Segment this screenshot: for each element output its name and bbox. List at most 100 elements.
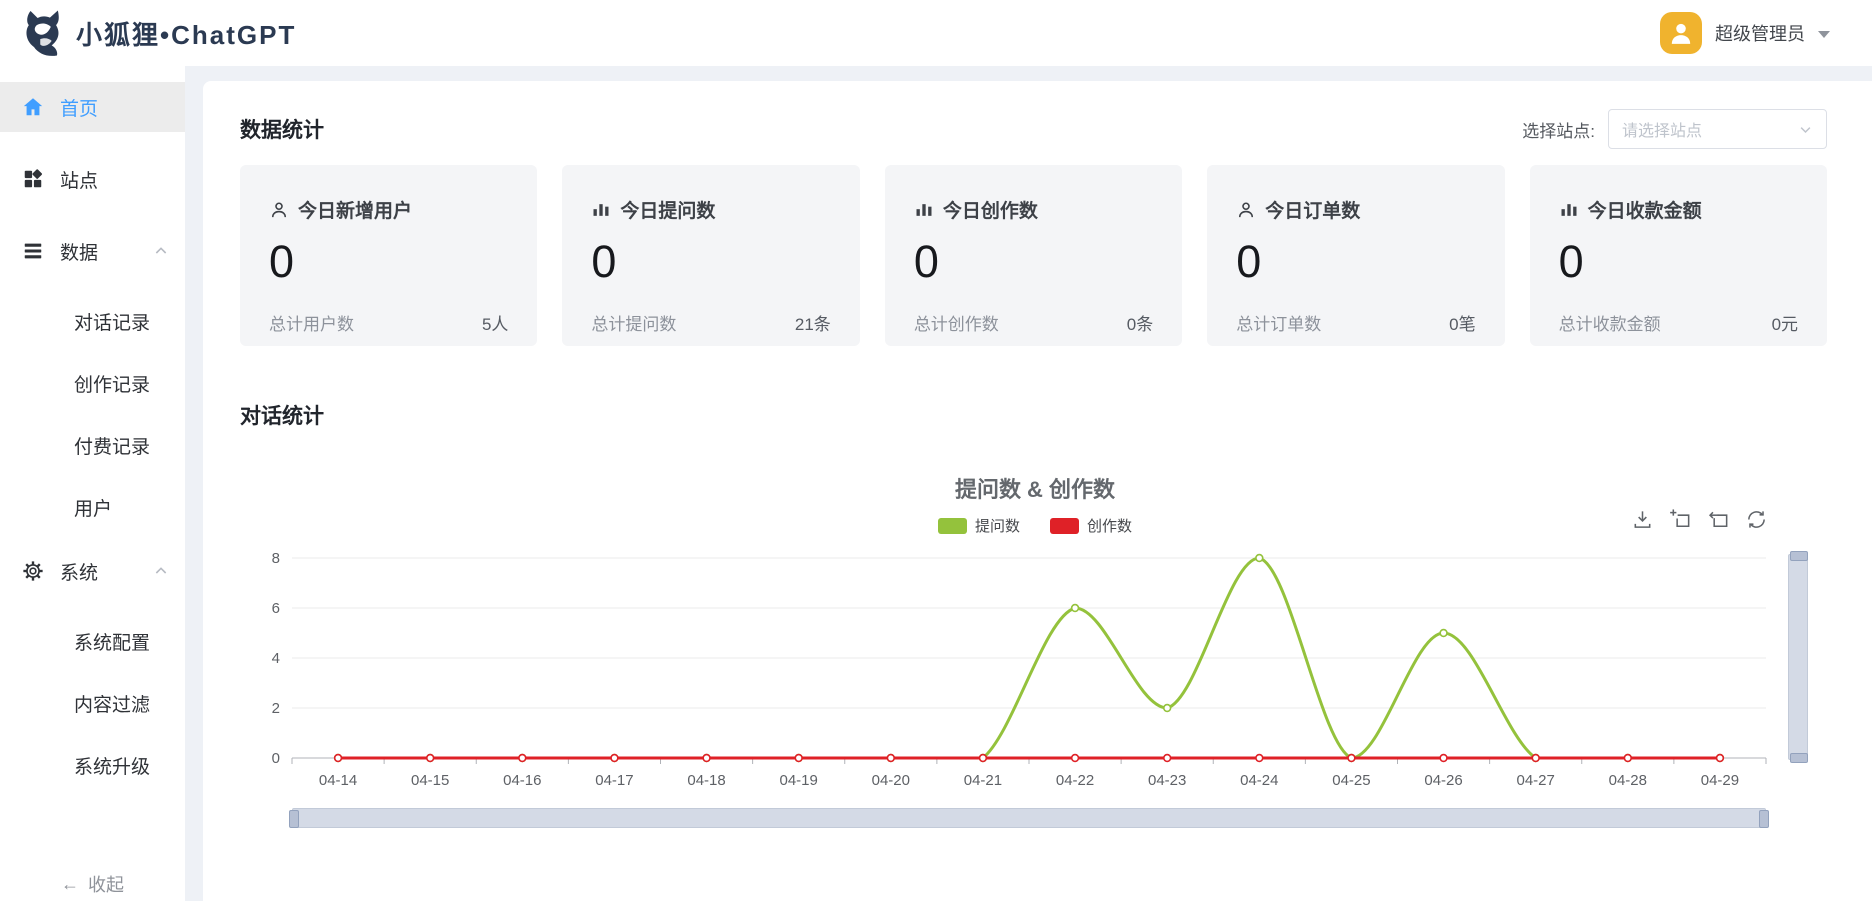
arrow-left-icon: ← <box>61 873 79 894</box>
chart-area: 0 2 4 6 8 04-14 04-15 04-16 04-17 04-18 04-19 04-20… <box>240 546 1830 846</box>
bar-chart-icon <box>593 203 609 216</box>
svg-text:2: 2 <box>272 700 280 717</box>
sidebar-item-content-filter[interactable]: 内容过滤 <box>74 695 151 716</box>
chart-header: 提问数 & 创作数 提问数 创作数 <box>240 472 1830 536</box>
svg-text:04-24: 04-24 <box>1240 772 1278 789</box>
card-value: 0 <box>1236 236 1262 287</box>
legend-label: 创作数 <box>1087 518 1133 535</box>
svg-text:04-14: 04-14 <box>319 772 357 789</box>
svg-text:04-25: 04-25 <box>1332 772 1370 789</box>
bar-chart-icon <box>1561 203 1577 216</box>
stats-section-title: 数据统计 <box>240 119 324 142</box>
sidebar-item-sites[interactable]: 站点 <box>0 154 185 204</box>
sidebar-collapse-button[interactable]: ← 收起 <box>0 871 185 897</box>
bar-chart-icon <box>916 203 932 216</box>
card-footer-label: 总计订单数 <box>1236 315 1322 334</box>
sidebar-item-home[interactable]: 首页 <box>0 82 185 132</box>
svg-text:6: 6 <box>272 600 280 617</box>
svg-text:04-16: 04-16 <box>503 772 541 789</box>
stat-card-creations: 今日创作数 0 总计创作数 0条 <box>884 165 1183 346</box>
chart-legend: 提问数 创作数 <box>240 515 1830 536</box>
sidebar-group-label: 数据 <box>60 242 99 264</box>
stat-card-orders: 今日订单数 0 总计订单数 0笔 <box>1207 165 1505 346</box>
card-footer-value: 0元 <box>1771 315 1799 334</box>
card-footer-value: 5人 <box>481 315 509 334</box>
fox-icon <box>20 10 64 56</box>
sidebar-group-data[interactable]: 数据 <box>0 226 185 276</box>
svg-text:04-27: 04-27 <box>1517 772 1555 789</box>
card-footer-label: 总计收款金额 <box>1558 315 1661 334</box>
zoom-reset-icon[interactable] <box>1707 508 1730 531</box>
sidebar-item-system-config[interactable]: 系统配置 <box>74 633 151 654</box>
legend-item-questions[interactable]: 提问数 <box>937 515 1020 536</box>
svg-text:04-29: 04-29 <box>1701 772 1739 789</box>
person-icon <box>1671 23 1691 44</box>
card-footer-label: 总计用户数 <box>269 315 354 334</box>
card-value: 0 <box>913 236 939 287</box>
grid-icon <box>24 169 43 188</box>
card-footer-value: 0笔 <box>1449 315 1476 334</box>
site-select-dropdown[interactable]: 请选择站点 <box>1608 109 1827 149</box>
sidebar-item-label: 站点 <box>60 170 99 192</box>
legend-swatch-red <box>1050 517 1079 534</box>
site-select-placeholder: 请选择站点 <box>1622 123 1703 140</box>
card-value: 0 <box>269 236 295 287</box>
sidebar-item-payment-records[interactable]: 付费记录 <box>74 437 151 458</box>
chat-section-title: 对话统计 <box>240 405 324 428</box>
svg-text:04-21: 04-21 <box>964 772 1002 789</box>
person-icon <box>271 201 287 217</box>
card-value: 0 <box>1558 236 1584 287</box>
svg-text:04-15: 04-15 <box>411 772 449 789</box>
stat-card-revenue: 今日收款金额 0 总计收款金额 0元 <box>1529 165 1828 346</box>
sidebar-group-data-children: 对话记录 创作记录 付费记录 用户 <box>0 298 185 531</box>
list-icon <box>24 243 42 259</box>
restore-icon[interactable] <box>1745 508 1768 531</box>
svg-text:04-23: 04-23 <box>1148 772 1186 789</box>
svg-text:04-22: 04-22 <box>1056 772 1094 789</box>
sidebar-group-system[interactable]: 系统 <box>0 546 185 596</box>
card-value: 0 <box>591 236 617 287</box>
svg-text:0: 0 <box>272 750 280 767</box>
sidebar-item-creation-records[interactable]: 创作记录 <box>74 375 151 396</box>
stat-card-new-users: 今日新增用户 0 总计用户数 5人 <box>240 165 538 346</box>
site-select-label: 选择站点: <box>1522 121 1595 141</box>
chart-title: 提问数 & 创作数 <box>954 477 1116 502</box>
legend-swatch-green <box>937 517 967 534</box>
app-header: 小狐狸•ChatGPT 超级管理员 <box>0 0 1872 66</box>
datazoom-horizontal-slider[interactable] <box>289 808 1769 828</box>
zoom-select-icon[interactable] <box>1669 508 1692 531</box>
chart-toolbox <box>1631 508 1768 531</box>
svg-text:04-28: 04-28 <box>1609 772 1647 789</box>
card-title: 今日新增用户 <box>298 201 413 222</box>
card-footer-value: 21条 <box>794 315 831 334</box>
collapse-label: 收起 <box>88 875 124 895</box>
sidebar-item-users[interactable]: 用户 <box>74 499 113 520</box>
card-footer-label: 总计创作数 <box>913 315 999 334</box>
card-title: 今日提问数 <box>620 201 716 222</box>
sidebar-item-label: 首页 <box>60 98 99 120</box>
svg-text:04-20: 04-20 <box>872 772 910 789</box>
card-title: 今日订单数 <box>1265 201 1361 222</box>
svg-text:04-19: 04-19 <box>780 772 818 789</box>
person-icon <box>1239 201 1254 217</box>
user-menu[interactable]: 超级管理员 <box>1660 12 1830 54</box>
svg-text:04-18: 04-18 <box>687 772 725 789</box>
chart-plot-svg: 0 2 4 6 8 04-14 04-15 04-16 04-17 04-18 04-19 04-20… <box>272 550 1767 789</box>
download-icon[interactable] <box>1631 508 1654 531</box>
svg-text:04-26: 04-26 <box>1424 772 1462 789</box>
svg-text:4: 4 <box>272 650 280 667</box>
datazoom-vertical-slider[interactable] <box>1788 551 1808 763</box>
brand: 小狐狸•ChatGPT <box>20 10 296 56</box>
chevron-up-icon <box>155 247 167 254</box>
stat-cards: 今日新增用户 0 总计用户数 5人 今日提问数 0 总计提问数 21条 <box>240 165 1828 346</box>
user-name: 超级管理员 <box>1715 24 1805 44</box>
card-footer-label: 总计提问数 <box>591 315 677 334</box>
caret-down-icon <box>1818 30 1830 38</box>
gear-icon <box>23 561 43 581</box>
sidebar-item-system-upgrade[interactable]: 系统升级 <box>74 757 151 778</box>
legend-item-creations[interactable]: 创作数 <box>1050 515 1132 536</box>
sidebar-item-chat-records[interactable]: 对话记录 <box>74 313 151 334</box>
main-content: 数据统计 选择站点: 请选择站点 今日新增用户 0 总计用户数 5人 <box>203 81 1872 901</box>
sidebar-group-system-children: 系统配置 内容过滤 系统升级 <box>0 618 185 789</box>
svg-text:04-17: 04-17 <box>595 772 633 789</box>
